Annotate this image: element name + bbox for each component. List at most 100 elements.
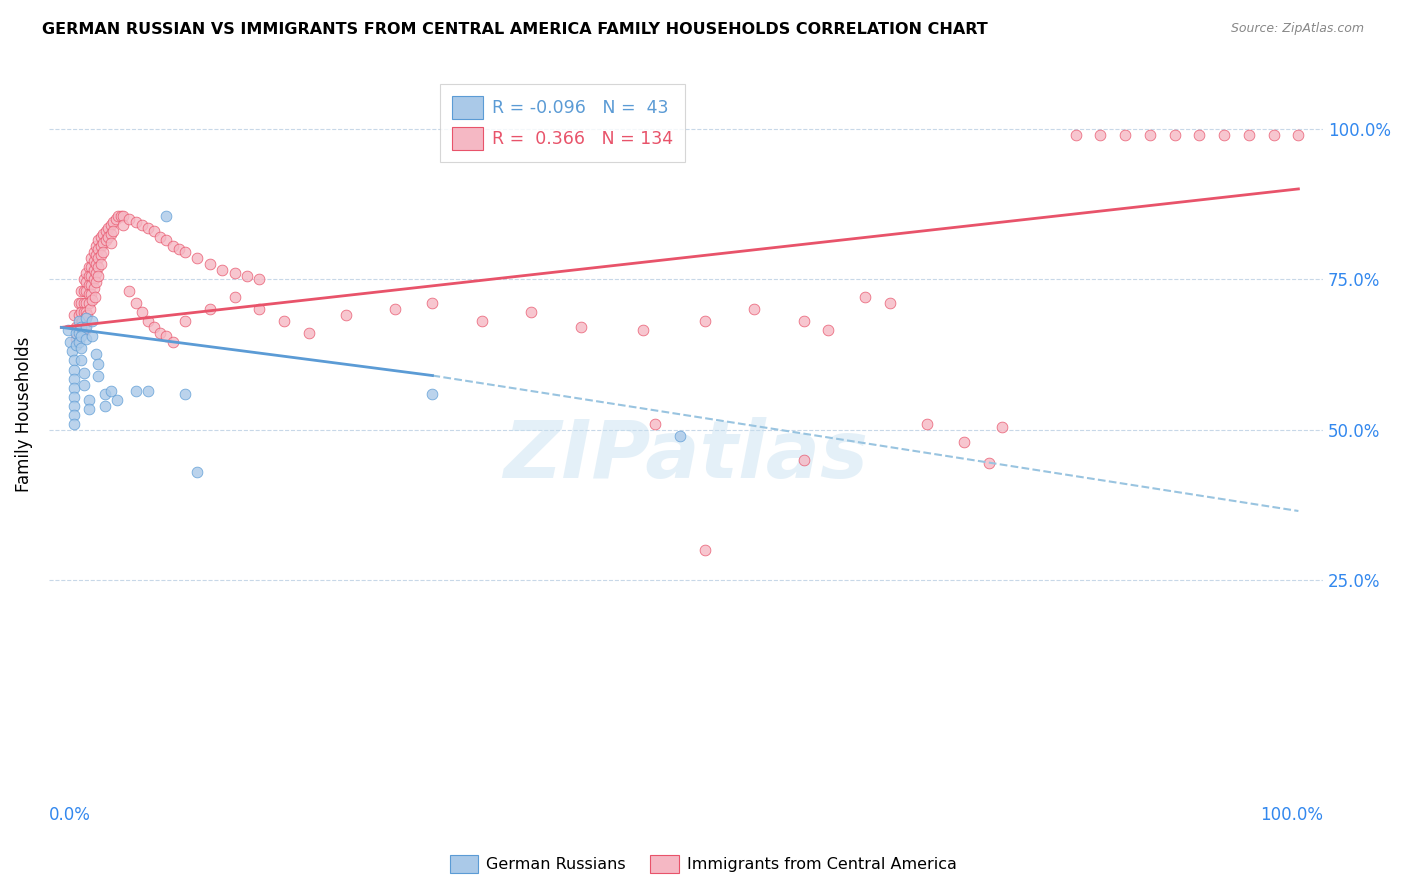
Point [65,320,87,334]
Point [84,347,107,361]
Point [72,285,94,299]
Y-axis label: Family Households: Family Households [15,337,32,492]
Legend: German Russians, Immigrants from Central America: German Russians, Immigrants from Central… [443,848,963,880]
Point [112,209,135,223]
Point [100,218,122,232]
Point [59,335,82,350]
Point [80,287,103,301]
Point [224,290,246,304]
Point [131,305,153,319]
Point [62,353,84,368]
Point [77,278,100,293]
Point [80,260,103,275]
Point [70,296,93,310]
Point [82,314,104,328]
Point [105,392,128,407]
Point [107,209,129,223]
Point [1188,128,1211,142]
Point [136,314,159,328]
Point [103,215,125,229]
Point [67,309,90,323]
Point [65,338,87,352]
Point [1064,128,1087,142]
Point [62,344,84,359]
Point [79,302,101,317]
Point [855,290,877,304]
Point [273,314,295,328]
Point [149,326,172,341]
Point [62,399,84,413]
Point [104,212,127,227]
Point [77,401,100,416]
Point [67,326,90,341]
Point [471,314,494,328]
Point [80,251,103,265]
Point [83,281,105,295]
Point [136,221,159,235]
Point [1114,128,1136,142]
Point [167,242,190,256]
Point [236,269,259,284]
Point [112,218,135,232]
Point [118,212,141,227]
Point [62,309,84,323]
Point [75,275,97,289]
Point [94,233,117,247]
Point [62,408,84,422]
Point [817,323,839,337]
Point [67,335,90,350]
Point [56,323,79,337]
Point [186,465,208,479]
Point [224,266,246,280]
Point [742,302,765,317]
Point [65,326,87,341]
Text: GERMAN RUSSIAN VS IMMIGRANTS FROM CENTRAL AMERICA FAMILY HOUSEHOLDS CORRELATION : GERMAN RUSSIAN VS IMMIGRANTS FROM CENTRA… [42,22,988,37]
Point [72,314,94,328]
Point [143,320,166,334]
Point [384,302,406,317]
Point [1286,128,1309,142]
Point [422,296,444,310]
Point [72,366,94,380]
Point [83,272,105,286]
Point [693,314,716,328]
Point [990,419,1012,434]
Point [136,384,159,398]
Point [124,384,146,398]
Point [62,390,84,404]
Point [77,269,100,284]
Point [70,329,93,343]
Point [124,215,146,229]
Point [75,305,97,319]
Point [84,257,107,271]
Point [75,266,97,280]
Point [149,230,172,244]
Text: 0.0%: 0.0% [49,805,91,824]
Point [97,230,120,244]
Point [62,417,84,431]
Point [72,272,94,286]
Point [72,296,94,310]
Point [110,209,132,223]
Point [100,227,122,241]
Point [174,386,197,401]
Point [247,302,270,317]
Point [70,318,93,332]
Point [211,263,233,277]
Point [75,296,97,310]
Point [70,285,93,299]
Point [77,260,100,275]
Point [1090,128,1112,142]
Point [198,257,221,271]
Point [70,342,93,356]
Point [65,333,87,347]
Point [1263,128,1285,142]
Point [75,333,97,347]
Point [103,224,125,238]
Point [72,377,94,392]
Point [162,239,184,253]
Point [569,320,592,334]
Point [84,266,107,280]
Point [693,543,716,558]
Point [247,272,270,286]
